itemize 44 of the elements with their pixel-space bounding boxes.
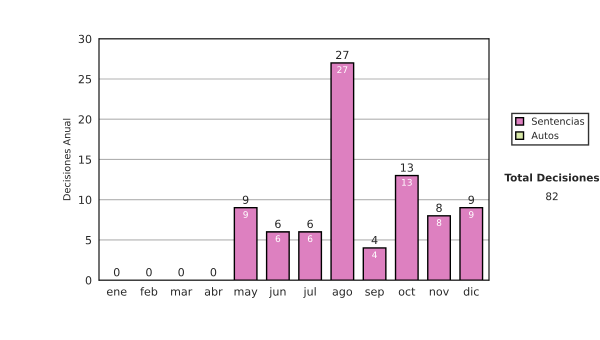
y-axis-title: Decisiones Anual: [62, 118, 70, 200]
total-label: 9: [242, 196, 248, 204]
data-label: 9: [468, 211, 474, 218]
data-label: 6: [276, 235, 280, 242]
y-tick-label: 25: [78, 74, 92, 84]
total-label: 8: [436, 204, 442, 212]
total-label: 6: [275, 220, 281, 228]
total-label: 9: [468, 196, 474, 204]
x-tick-label: ene: [106, 289, 126, 296]
y-tick-label: 20: [78, 115, 92, 124]
y-tick-label: 5: [86, 236, 92, 244]
data-label: 8: [436, 219, 442, 226]
total-label: 13: [400, 163, 413, 172]
y-tick-label: 10: [79, 196, 92, 204]
data-label: 13: [402, 178, 412, 186]
y-tick-label: 0: [86, 276, 92, 285]
x-tick-label: dic: [464, 287, 479, 296]
legend-label: Sentencias: [532, 117, 584, 125]
text: Total Decisiones: [504, 173, 600, 182]
data-label: 9: [243, 211, 248, 218]
text: 82: [546, 192, 558, 200]
total-label: 0: [114, 268, 120, 276]
x-tick-label: abr: [204, 287, 223, 296]
x-tick-label: jul: [303, 287, 316, 298]
x-tick-label: jun: [269, 287, 286, 298]
total-label: 27: [336, 50, 348, 59]
total-label: 0: [210, 268, 216, 276]
data-label: 6: [308, 235, 312, 242]
data-label: 27: [337, 66, 348, 73]
legend-label: Autos: [531, 132, 558, 140]
total-label: 0: [146, 268, 152, 276]
y-tick-label: 15: [79, 156, 92, 164]
y-tick-label: 30: [78, 34, 92, 44]
x-tick-label: ago: [332, 289, 352, 298]
x-tick-label: feb: [140, 287, 158, 296]
x-tick-label: sep: [365, 289, 384, 298]
x-tick-label: mar: [171, 289, 192, 296]
x-tick-label: oct: [398, 288, 416, 296]
total-label: 4: [372, 236, 378, 244]
x-tick-label: nov: [430, 289, 449, 296]
data-label: 4: [372, 251, 377, 258]
x-tick-label: may: [234, 289, 258, 298]
total-label: 0: [178, 268, 184, 276]
total-label: 6: [307, 220, 313, 228]
